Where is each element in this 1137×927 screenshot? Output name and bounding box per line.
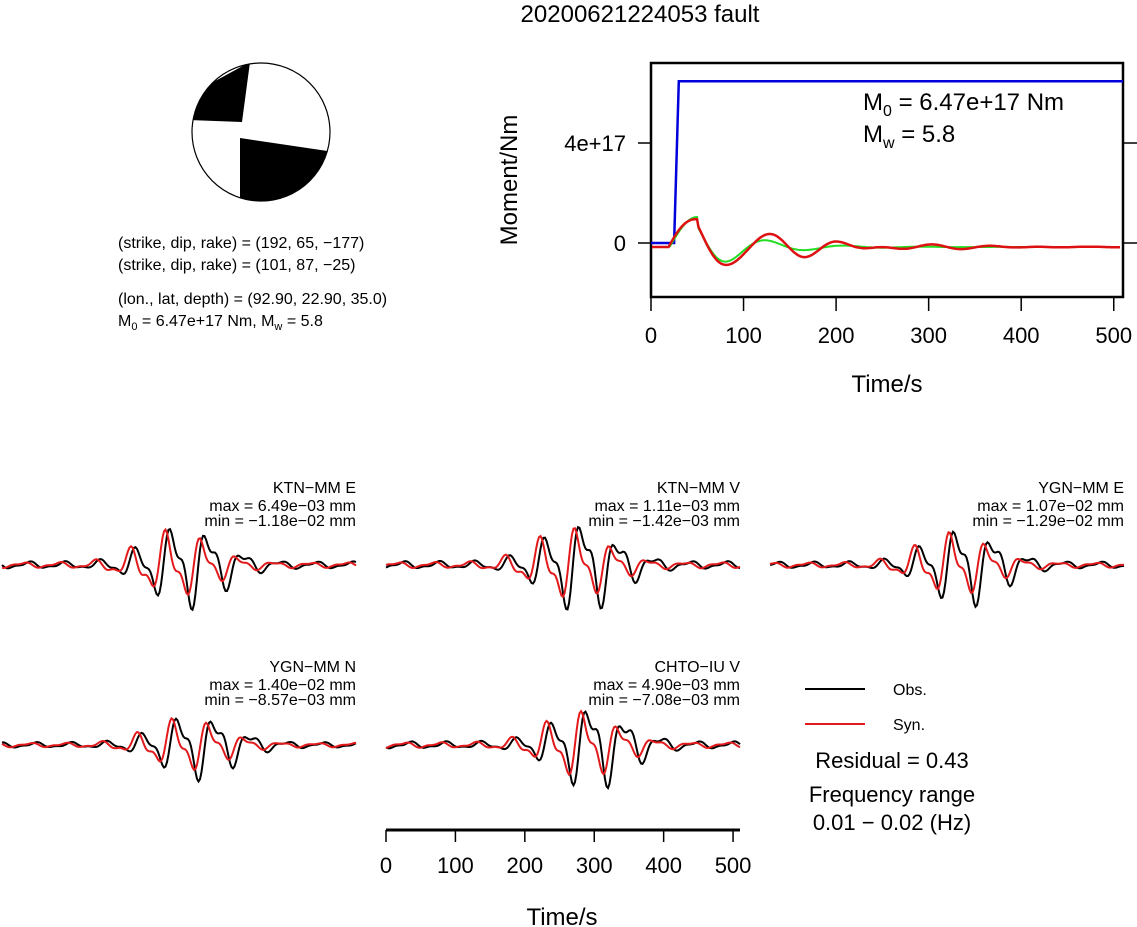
waveform-xtick-label-500: 500 bbox=[715, 853, 752, 878]
station-max: max = 1.40e−02 mm bbox=[209, 677, 356, 694]
waveform-xtick-label-200: 200 bbox=[506, 853, 543, 878]
moment-xlabel: Time/s bbox=[851, 371, 922, 398]
beachball bbox=[191, 62, 331, 202]
waveform-time-axis: 0 100 200 300 400 500 Time/s bbox=[380, 828, 752, 927]
moment-xtick-label-500: 500 bbox=[1095, 323, 1132, 348]
moment-stf-curve bbox=[652, 215, 1120, 263]
moment-plot: 0 4e+17 Moment/Nm Time/s 0 100 200 300 400 50… bbox=[496, 61, 1137, 398]
observed-trace bbox=[2, 717, 357, 784]
station-label: YGN−MM N bbox=[269, 659, 356, 676]
moment-xtick-label-300: 300 bbox=[910, 323, 947, 348]
frequency-range-value: 0.01 − 0.02 (Hz) bbox=[813, 810, 971, 835]
station-min: min = −8.57e−03 mm bbox=[204, 692, 356, 709]
station-min: min = −1.29e−02 mm bbox=[972, 513, 1124, 530]
synthetic-trace bbox=[1, 716, 357, 772]
frequency-range-title: Frequency range bbox=[809, 782, 975, 807]
station-min: min = −7.08e−03 mm bbox=[588, 692, 740, 709]
waveform-xtick-label-400: 400 bbox=[645, 853, 682, 878]
moment-xticks: 0 100 200 300 400 500 bbox=[645, 297, 1132, 348]
residual-value: Residual = 0.43 bbox=[815, 748, 969, 773]
ytick-label-4e17: 4e+17 bbox=[564, 131, 626, 156]
station-label: KTN−MM V bbox=[657, 480, 740, 497]
station-label: KTN−MM E bbox=[273, 480, 356, 497]
station-max: max = 1.11e−03 mm bbox=[594, 498, 740, 515]
station-max: max = 4.90e−03 mm bbox=[593, 677, 740, 694]
nodal-plane-2: (strike, dip, rake) = (101, 87, −25) bbox=[118, 257, 355, 274]
station-min: min = −1.18e−02 mm bbox=[204, 513, 356, 530]
ytick-label-0: 0 bbox=[614, 231, 626, 256]
station-max: max = 1.07e−02 mm bbox=[977, 498, 1124, 515]
legend-obs-label: Obs. bbox=[893, 682, 927, 699]
station-label: CHTO−IU V bbox=[655, 659, 741, 676]
waveform-xtick-label-300: 300 bbox=[576, 853, 613, 878]
moment-plot-frame bbox=[649, 61, 1125, 299]
waveform-xtick-label-0: 0 bbox=[380, 853, 392, 878]
waveform-legend: Obs. Syn. bbox=[805, 682, 927, 734]
station-label: YGN−MM E bbox=[1038, 480, 1124, 497]
figure-title: 20200621224053 fault bbox=[521, 1, 760, 28]
waveform-xtick-label-100: 100 bbox=[437, 853, 474, 878]
station-min: min = −1.42e−03 mm bbox=[588, 513, 740, 530]
source-location: (lon., lat, depth) = (92.90, 22.90, 35.0… bbox=[118, 291, 387, 308]
moment-rate-line bbox=[651, 80, 1123, 245]
moment-xtick-label-0: 0 bbox=[645, 323, 657, 348]
synthetic-trace bbox=[385, 527, 741, 599]
moment-ylabel: Moment/Nm bbox=[496, 115, 523, 246]
moment-xtick-label-400: 400 bbox=[1003, 323, 1040, 348]
station-max: max = 6.49e−03 mm bbox=[209, 498, 356, 515]
observed-trace bbox=[1, 527, 357, 612]
waveform-xticks: 0 100 200 300 400 500 bbox=[380, 830, 752, 878]
legend-syn-label: Syn. bbox=[893, 717, 925, 734]
moment-curves bbox=[651, 80, 1123, 267]
observed-trace bbox=[769, 530, 1125, 609]
moment-mw-annotation: Mw = 5.8 bbox=[863, 121, 955, 152]
synthetic-trace bbox=[769, 530, 1125, 594]
synthetic-trace bbox=[385, 709, 741, 777]
moment-xtick-label-100: 100 bbox=[725, 323, 762, 348]
moment-m0-annotation: M0 = 6.47e+17 Nm bbox=[863, 89, 1064, 120]
synthetic-trace bbox=[1, 527, 357, 597]
waveform-xlabel: Time/s bbox=[526, 904, 597, 927]
nodal-plane-1: (strike, dip, rake) = (192, 65, −177) bbox=[118, 235, 364, 252]
moment-xtick-label-200: 200 bbox=[818, 323, 855, 348]
moment-summary: M0 = 6.47e+17 Nm, Mw = 5.8 bbox=[118, 313, 323, 333]
moment-fit-curve bbox=[652, 217, 1120, 267]
observed-trace bbox=[385, 710, 741, 790]
